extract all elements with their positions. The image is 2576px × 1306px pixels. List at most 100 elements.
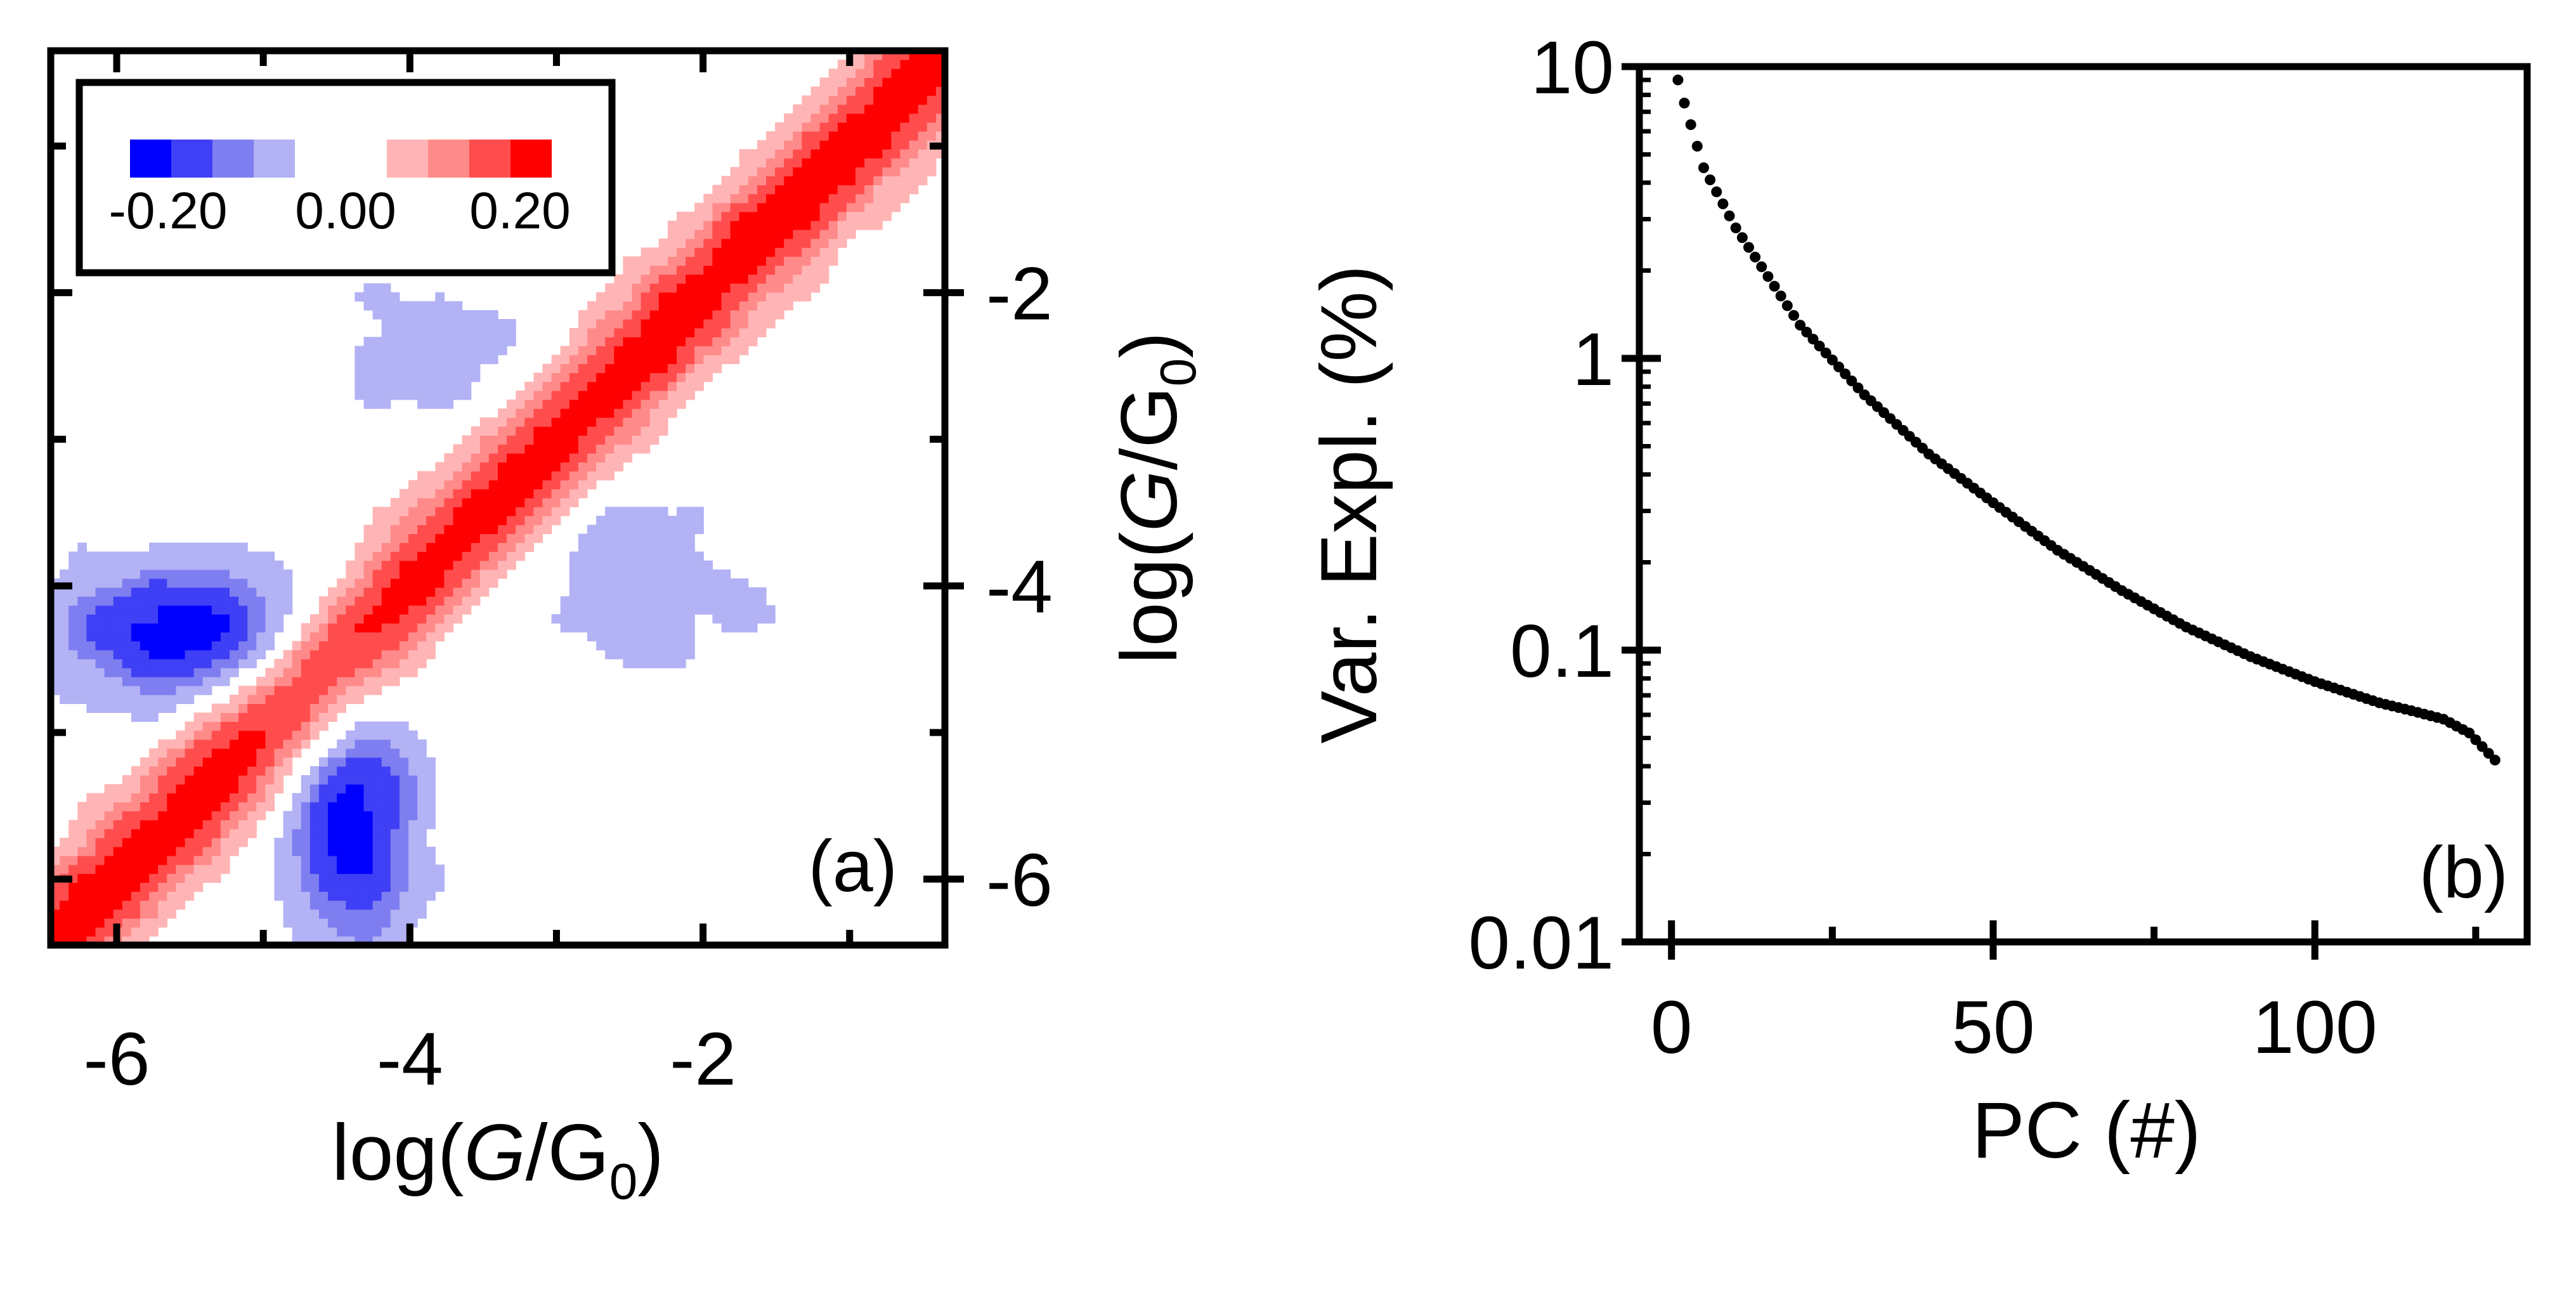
heatmap-cell (381, 739, 391, 749)
heatmap-cell (399, 658, 409, 669)
heatmap-cell (632, 444, 642, 454)
heatmap-cell (301, 632, 311, 642)
heatmap-cell (355, 828, 365, 839)
heatmap-cell (444, 533, 454, 544)
heatmap-cell (167, 695, 176, 704)
heatmap-cell (560, 462, 570, 472)
heatmap-cell (900, 77, 910, 87)
heatmap-cell (363, 614, 374, 624)
heatmap-cell (408, 900, 418, 910)
heatmap-cell (677, 551, 686, 561)
heatmap-cell (837, 95, 847, 105)
heatmap-cell (578, 542, 588, 552)
heatmap-cell (337, 596, 346, 606)
heatmap-cell (516, 533, 525, 544)
heatmap-cell (471, 516, 481, 525)
heatmap-cell (658, 372, 668, 382)
heatmap-cell (694, 230, 704, 239)
heatmap-cell (363, 865, 374, 874)
heatmap-cell (677, 381, 686, 391)
heatmap-cell (301, 730, 311, 740)
heatmap-cell (131, 766, 141, 776)
heatmap-cell (390, 658, 400, 669)
heatmap-cell (355, 695, 365, 704)
heatmap-cell (551, 444, 561, 454)
heatmap-cell (658, 658, 668, 669)
heatmap-cell (337, 811, 346, 821)
heatmap-cell (167, 828, 176, 839)
heatmap-cell (703, 274, 713, 284)
heatmap-cell (131, 837, 141, 847)
heatmap-cell (265, 712, 275, 722)
heatmap-cell (435, 560, 445, 570)
heatmap-cell (265, 569, 275, 579)
heatmap-cell (283, 677, 293, 686)
heatmap-cell (793, 292, 802, 302)
heatmap-cell (417, 596, 427, 606)
heatmap-cell (113, 846, 123, 856)
heatmap-cell (614, 596, 623, 606)
heatmap-cell (444, 399, 454, 409)
heatmap-cell (739, 614, 749, 624)
heatmap-cell (686, 596, 695, 606)
heatmap-cell (158, 837, 167, 847)
heatmap-cell (578, 319, 588, 329)
heatmap-cell (77, 677, 87, 686)
heatmap-cell (471, 426, 481, 436)
heatmap-cell (131, 802, 141, 812)
heatmap-cell (149, 695, 159, 704)
heatmap-cell (793, 167, 802, 176)
heatmap-cell (837, 202, 847, 212)
heatmap-cell (230, 820, 239, 830)
heatmap-cell (435, 310, 445, 320)
heatmap-cell (918, 131, 928, 141)
heatmap-cell (649, 399, 660, 409)
heatmap-cell (578, 337, 588, 346)
heatmap-cell (372, 551, 382, 561)
heatmap-cell (784, 292, 793, 302)
heatmap-cell (211, 623, 221, 633)
heatmap-cell (748, 247, 758, 257)
heatmap-cell (265, 623, 275, 633)
heatmap-cell (900, 193, 910, 204)
heatmap-cell (712, 193, 722, 204)
heatmap-cell (167, 542, 176, 552)
heatmap-cell (292, 846, 302, 856)
heatmap-cell (265, 605, 275, 615)
heatmap-cell (641, 390, 651, 400)
heatmap-cell (60, 882, 69, 892)
heatmap-cell (167, 882, 176, 892)
heatmap-cell (122, 551, 132, 561)
heatmap-cell (819, 256, 829, 266)
heatmap-cell (60, 856, 69, 865)
heatmap-cell (542, 471, 552, 481)
heatmap-cell (507, 426, 516, 436)
heatmap-cell (176, 686, 186, 695)
heatmap-cell (614, 551, 623, 561)
heatmap-cell (68, 605, 78, 615)
heatmap-cell (757, 614, 767, 624)
heatmap-cell (793, 113, 802, 123)
heatmap-cell (283, 846, 293, 856)
heatmap-cell (426, 784, 436, 793)
heatmap-cell (417, 542, 427, 552)
heatmap-cell (346, 846, 355, 856)
panel-a-y-tick-label: -6 (986, 839, 1053, 922)
heatmap-cell (748, 193, 758, 204)
heatmap-cell (739, 596, 749, 606)
heatmap-cell (265, 793, 275, 802)
heatmap-cell (337, 677, 346, 686)
heatmap-cell (918, 140, 928, 150)
heatmap-cell (247, 641, 257, 651)
heatmap-cell (569, 453, 579, 463)
heatmap-cell (587, 525, 597, 534)
heatmap-cell (488, 480, 498, 490)
heatmap-cell (247, 596, 257, 606)
heatmap-cell (909, 104, 919, 114)
heatmap-cell (784, 185, 793, 195)
heatmap-cell (381, 784, 391, 793)
heatmap-cell (372, 927, 382, 937)
heatmap-cell (667, 569, 677, 579)
heatmap-cell (363, 381, 374, 391)
heatmap-cell (578, 623, 588, 633)
